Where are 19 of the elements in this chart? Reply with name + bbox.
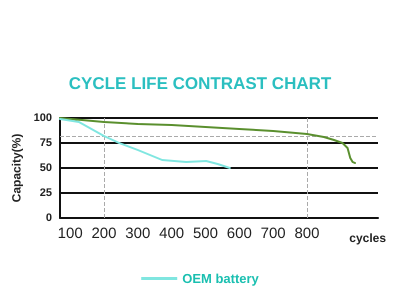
y-tick-label: 100 — [34, 112, 52, 124]
x-tick-label: 800 — [294, 225, 320, 242]
line-series — [59, 118, 231, 169]
y-tick-label: 25 — [40, 187, 52, 199]
x-tick-label: 100 — [58, 225, 83, 242]
y-tick-label: 0 — [46, 212, 52, 224]
x-tick-label: 200 — [91, 225, 116, 242]
y-axis-title: Capacity(%) — [10, 134, 24, 202]
x-tick-label: 400 — [159, 225, 184, 242]
x-axis-title: cycles — [349, 231, 386, 245]
legend-label: OEM battery — [182, 271, 260, 286]
x-tick-label: 600 — [226, 225, 252, 242]
x-tick-label: 500 — [192, 225, 218, 242]
line-series — [59, 117, 356, 164]
y-tick-label: 75 — [40, 137, 52, 149]
x-tick-label: 300 — [125, 225, 150, 242]
chart-title: CYCLE LIFE CONTRAST CHART — [68, 74, 332, 93]
y-tick-label: 50 — [40, 162, 52, 174]
x-tick-label: 700 — [260, 225, 286, 242]
